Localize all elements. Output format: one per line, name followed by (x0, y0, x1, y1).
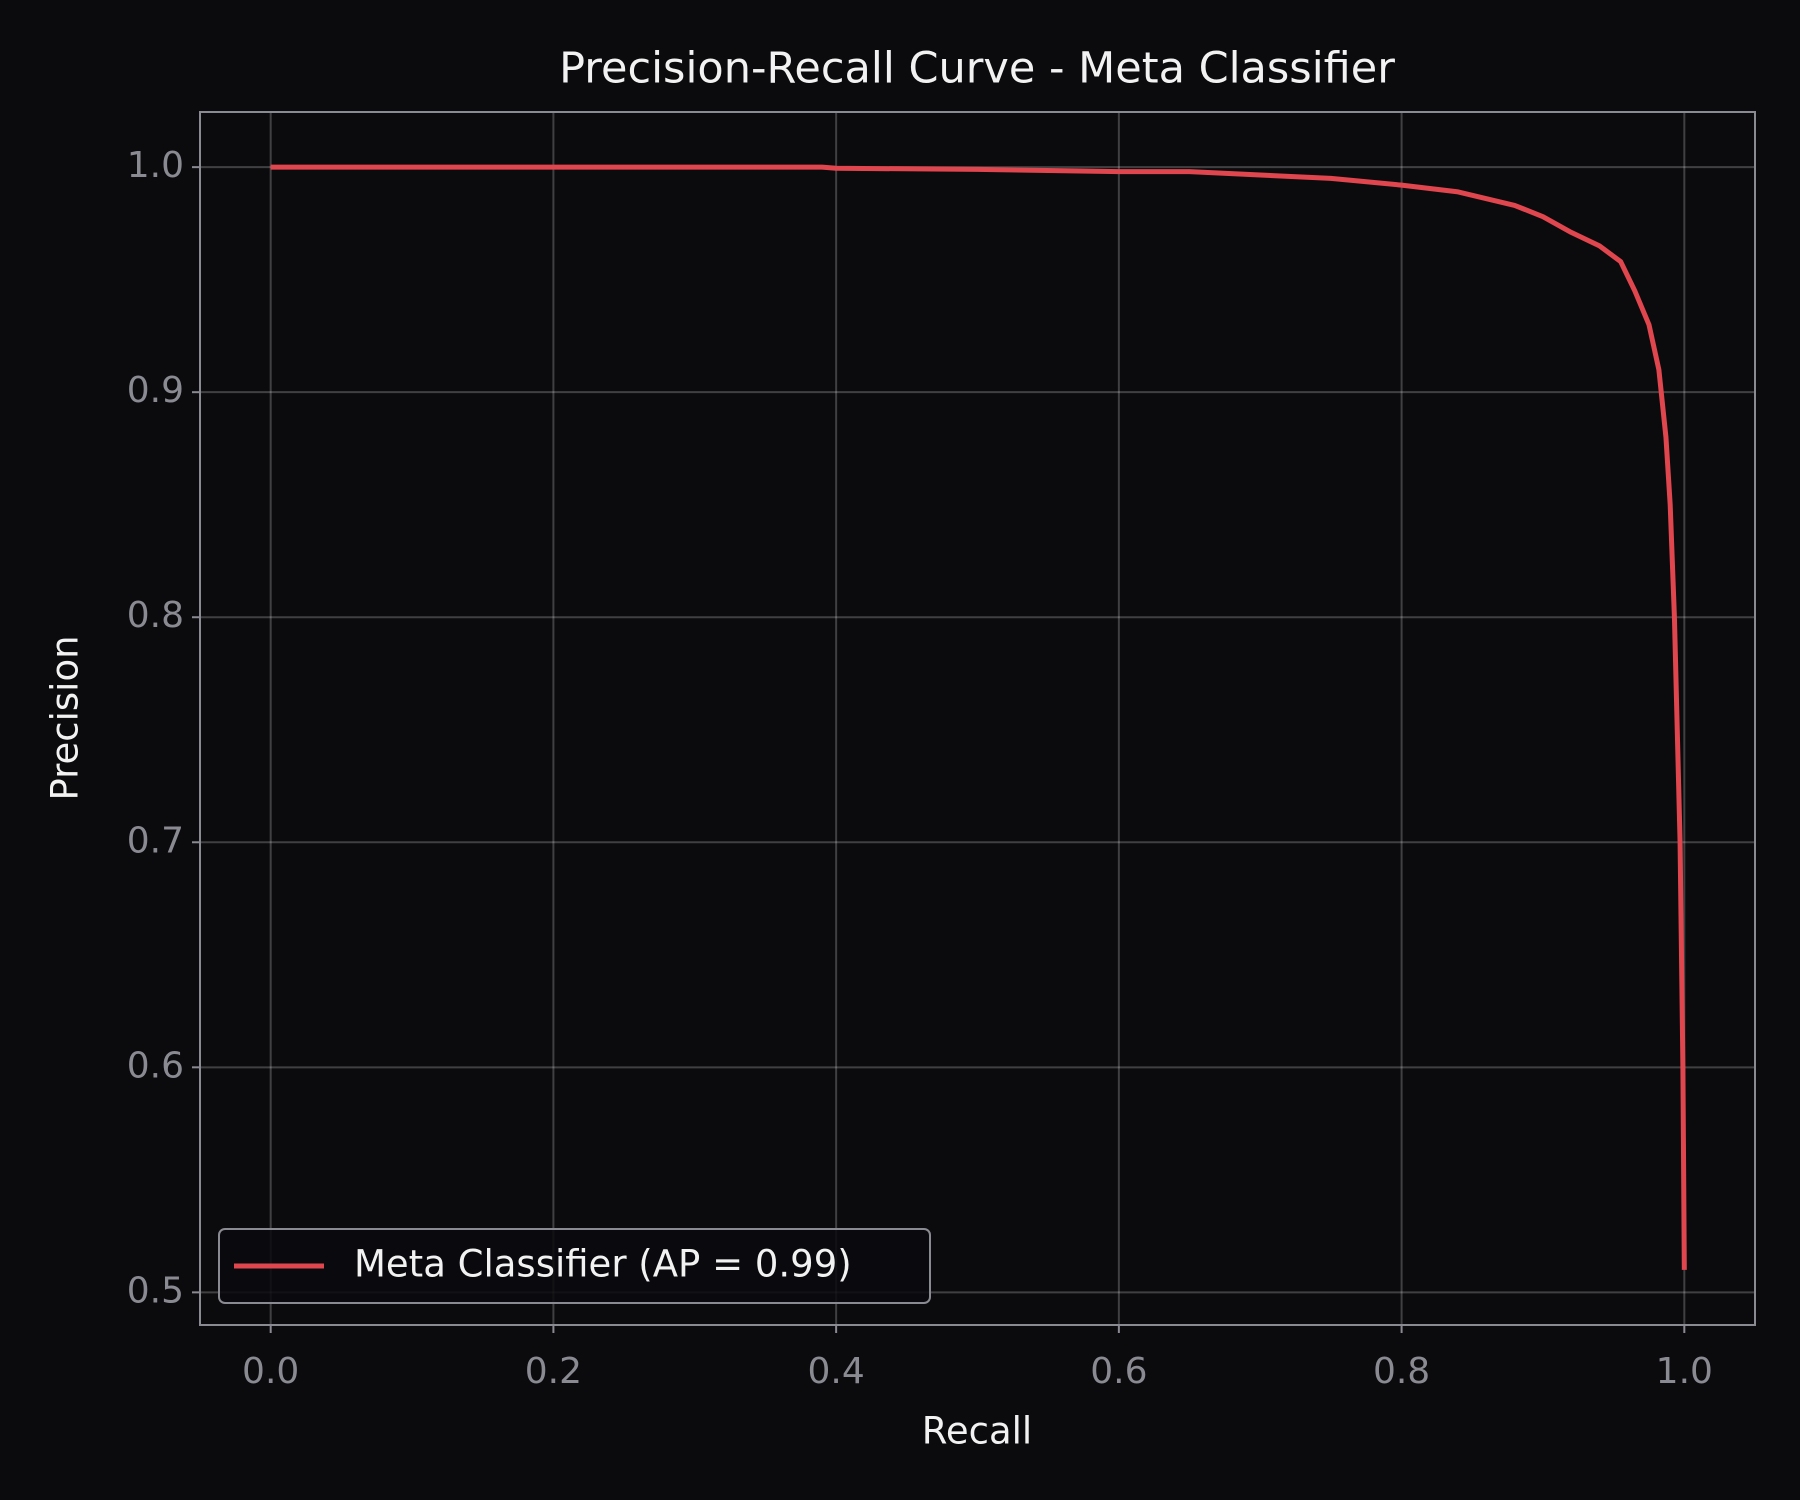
x-tick-label: 0.8 (1373, 1351, 1430, 1392)
y-tick-label: 0.5 (127, 1270, 184, 1311)
plot-frame (199, 111, 1756, 1326)
x-tick-label: 0.4 (808, 1351, 865, 1392)
x-tick-label: 0.2 (525, 1351, 582, 1392)
series-line (270, 164, 1687, 1270)
x-tick-label: 0.6 (1090, 1351, 1147, 1392)
x-axis-label: Recall (922, 1410, 1032, 1453)
y-tick-label: 0.7 (127, 820, 184, 861)
y-tick-label: 0.6 (127, 1045, 184, 1086)
y-axis-label: Precision (44, 635, 87, 800)
chart-title: Precision-Recall Curve - Meta Classifier (559, 44, 1395, 94)
legend-label: Meta Classifier (AP = 0.99) (354, 1243, 852, 1286)
y-tick-label: 0.9 (127, 370, 184, 411)
x-tick-label: 1.0 (1656, 1351, 1713, 1392)
x-tick-label: 0.0 (242, 1351, 299, 1392)
y-tick-label: 1.0 (127, 145, 184, 186)
y-tick-label: 0.8 (127, 595, 184, 636)
legend-box (218, 1228, 931, 1304)
